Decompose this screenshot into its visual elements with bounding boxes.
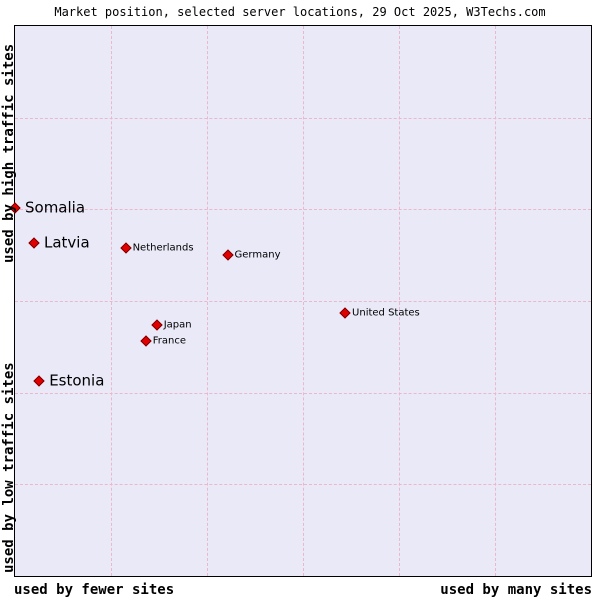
horizontal-gridline [15,301,591,302]
point-label: Germany [234,249,281,261]
point-label: France [152,334,187,346]
point-label: Netherlands [132,242,194,254]
y-axis-label-high-traffic: used by high traffic sites [1,43,17,263]
point-label: Estonia [49,371,105,390]
diamond-marker-icon [28,237,40,249]
diamond-marker-icon [221,249,234,262]
plot-area: Somalia Latvia Netherlands Germany United St… [9,25,592,577]
point-label: Japan [163,318,192,330]
point-label: United States [352,307,420,319]
diamond-marker-icon [151,318,163,331]
diamond-marker-icon [140,334,152,347]
diamond-marker-icon [339,307,351,319]
x-axis-label-fewer-sites: used by fewer sites [14,582,175,598]
vertical-gridline [399,26,400,576]
chart-title: Market position, selected server locatio… [54,5,546,19]
y-axis-label-low-traffic: used by low traffic sites [1,362,17,573]
point-label: Somalia [25,198,86,217]
diamond-marker-icon [33,375,45,387]
x-axis-label-many-sites: used by many sites [440,582,592,598]
diamond-marker-icon [119,242,132,254]
horizontal-gridline [15,392,591,394]
horizontal-gridline [15,484,591,486]
vertical-gridline [495,26,496,576]
point-label: Latvia [44,233,90,252]
